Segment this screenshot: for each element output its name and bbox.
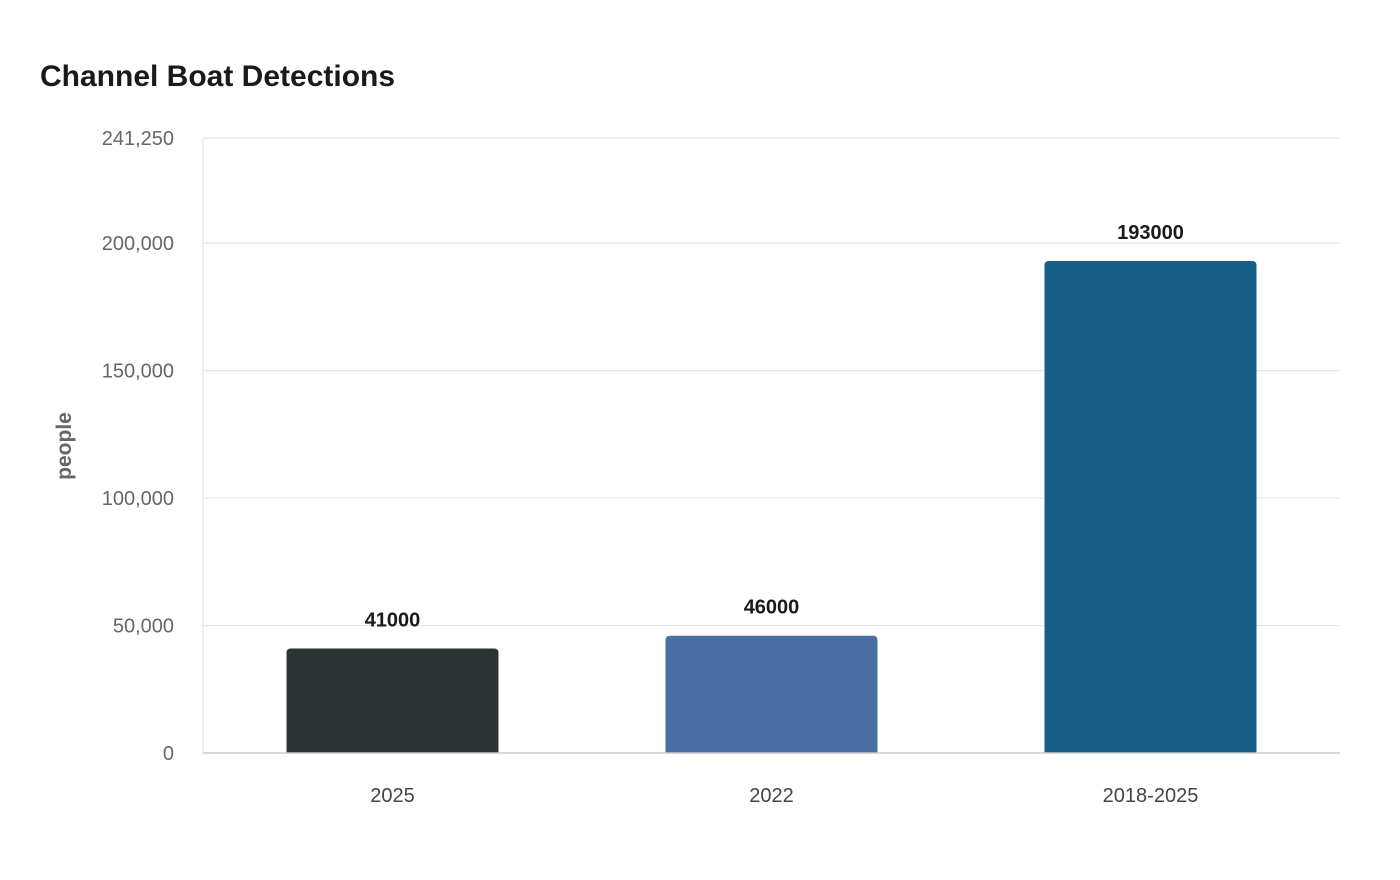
axes	[202, 138, 1340, 754]
x-tick-label: 2018-2025	[1103, 785, 1199, 807]
data-label: 41000	[365, 609, 421, 631]
bar	[665, 635, 878, 753]
data-label: 46000	[744, 597, 800, 619]
data-labels: 41000 46000 193000	[365, 222, 1184, 631]
y-tick-label: 50,000	[113, 616, 174, 638]
x-tick-labels: 2025 2022 2018-2025	[370, 785, 1198, 807]
y-tick-label: 100,000	[102, 488, 174, 510]
bar	[286, 648, 499, 753]
x-tick-label: 2022	[749, 785, 794, 807]
bar-base	[665, 747, 878, 753]
bars	[286, 261, 1257, 753]
y-axis-title: people	[53, 412, 76, 480]
bar	[1044, 261, 1257, 753]
data-label: 193000	[1117, 222, 1184, 244]
bar-base	[1044, 747, 1257, 753]
chart-title: Channel Boat Detections	[40, 60, 396, 93]
y-tick-label: 0	[163, 743, 174, 765]
y-tick-label: 150,000	[102, 361, 174, 383]
y-tick-label: 200,000	[102, 233, 174, 255]
y-tick-label: 241,250	[102, 128, 174, 150]
x-tick-label: 2025	[370, 785, 415, 807]
y-tick-labels: 0 50,000 100,000 150,000 200,000 241,250	[102, 128, 174, 765]
bar-base	[286, 747, 499, 753]
